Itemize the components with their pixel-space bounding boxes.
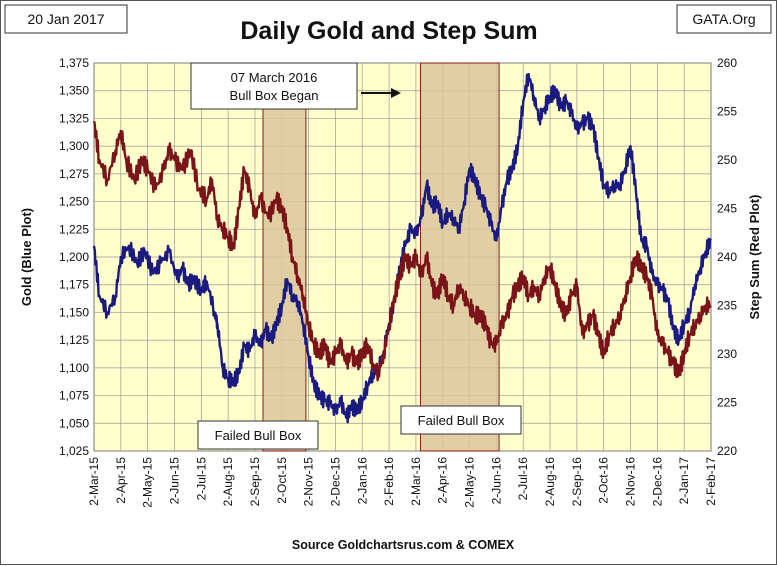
right-tick-label: 230	[717, 347, 737, 361]
left-tick-label: 1,200	[59, 250, 89, 264]
failed-box-label-1-frame	[197, 420, 319, 450]
bull-box-1	[262, 62, 307, 452]
x-tick-label: 2-Mar-15	[87, 457, 101, 506]
x-tick-label: 2-Sep-16	[570, 457, 584, 507]
site-box	[676, 4, 772, 34]
site-label: GATA.Org	[692, 11, 755, 27]
x-tick-label: 2-Apr-16	[436, 457, 450, 504]
right-tick-label: 240	[717, 250, 737, 264]
left-tick-label: 1,300	[59, 139, 89, 153]
right-tick-label: 245	[717, 202, 737, 216]
right-tick-label: 250	[717, 153, 737, 167]
right-tick-label: 260	[717, 56, 737, 70]
x-tick-label: 2-Nov-15	[302, 457, 316, 507]
gold-line	[92, 72, 712, 424]
x-axis-ticks: 2-Mar-15 2-Apr-15 2-May-15 2-Jun-15 2-Jul-15…	[87, 457, 718, 508]
left-tick-label: 1,175	[59, 278, 89, 292]
series-lines	[92, 72, 712, 424]
left-tick-label: 1,325	[59, 111, 89, 125]
x-tick-label: 2-Oct-16	[597, 457, 611, 504]
left-tick-label: 1,050	[59, 416, 89, 430]
right-tick-label: 225	[717, 396, 737, 410]
left-tick-label: 1,225	[59, 222, 89, 236]
left-tick-label: 1,075	[59, 389, 89, 403]
failed-box-label-2-frame	[400, 405, 522, 435]
x-tick-label: 2-Jun-16	[489, 457, 503, 505]
callout-line-1: 07 March 2016	[231, 70, 318, 85]
left-tick-label: 1,375	[59, 56, 89, 70]
left-tick-label: 1,250	[59, 195, 89, 209]
x-tick-label: 2-Apr-15	[114, 457, 128, 504]
bull-box-callout	[190, 62, 358, 110]
right-tick-label: 235	[717, 299, 737, 313]
x-tick-label: 2-Jan-17	[677, 457, 691, 505]
left-tick-label: 1,275	[59, 167, 89, 181]
failed-box-label-2: Failed Bull Box	[418, 413, 505, 428]
x-tick-label: 2-Jul-15	[194, 457, 208, 501]
right-tick-label: 220	[717, 444, 737, 458]
x-tick-label: 2-May-16	[463, 457, 477, 508]
x-tick-label: 2-Dec-16	[650, 457, 664, 507]
left-tick-label: 1,350	[59, 84, 89, 98]
right-axis-label: Step Sum (Red Plot)	[747, 195, 762, 320]
x-tick-label: 2-Jul-16	[516, 457, 530, 501]
left-axis-label: Gold (Blue Plot)	[19, 208, 34, 306]
x-tick-label: 2-Nov-16	[624, 457, 638, 507]
left-axis-ticks: 1,025 1,050 1,075 1,100 1,125 1,150 1,175 1,200…	[59, 56, 89, 458]
x-tick-label: 2-Mar-16	[409, 457, 423, 506]
gridlines	[93, 62, 712, 452]
source-label: Source Goldchartsrus.com & COMEX	[292, 538, 515, 552]
bull-box-2	[419, 62, 500, 452]
step-sum-line	[92, 120, 712, 382]
callout-line-2: Bull Box Began	[230, 88, 319, 103]
x-tick-label: 2-Aug-16	[543, 457, 557, 507]
x-tick-label: 2-Dec-15	[328, 457, 342, 507]
x-tick-label: 2-Aug-15	[221, 457, 235, 507]
bull-boxes	[262, 62, 500, 452]
x-tick-label: 2-Sep-15	[248, 457, 262, 507]
x-tick-label: 2-Oct-15	[275, 457, 289, 504]
x-tick-label: 2-May-15	[141, 457, 155, 508]
callout-arrowhead	[391, 88, 401, 98]
left-tick-label: 1,125	[59, 333, 89, 347]
x-tick-label: 2-Feb-16	[382, 457, 396, 506]
date-label: 20 Jan 2017	[27, 11, 104, 27]
x-tick-label: 2-Jun-15	[167, 457, 181, 505]
right-tick-label: 255	[717, 105, 737, 119]
failed-box-label-1: Failed Bull Box	[215, 428, 302, 443]
x-tick-label: 2-Feb-17	[704, 457, 718, 506]
x-tick-label: 2-Jan-16	[355, 457, 369, 505]
left-tick-label: 1,150	[59, 305, 89, 319]
chart-title: Daily Gold and Step Sum	[240, 17, 537, 45]
left-tick-label: 1,025	[59, 444, 89, 458]
date-box	[4, 4, 128, 34]
right-axis-ticks: 220 225 230 235 240 245 250 255 260	[717, 56, 737, 458]
left-tick-label: 1,100	[59, 361, 89, 375]
